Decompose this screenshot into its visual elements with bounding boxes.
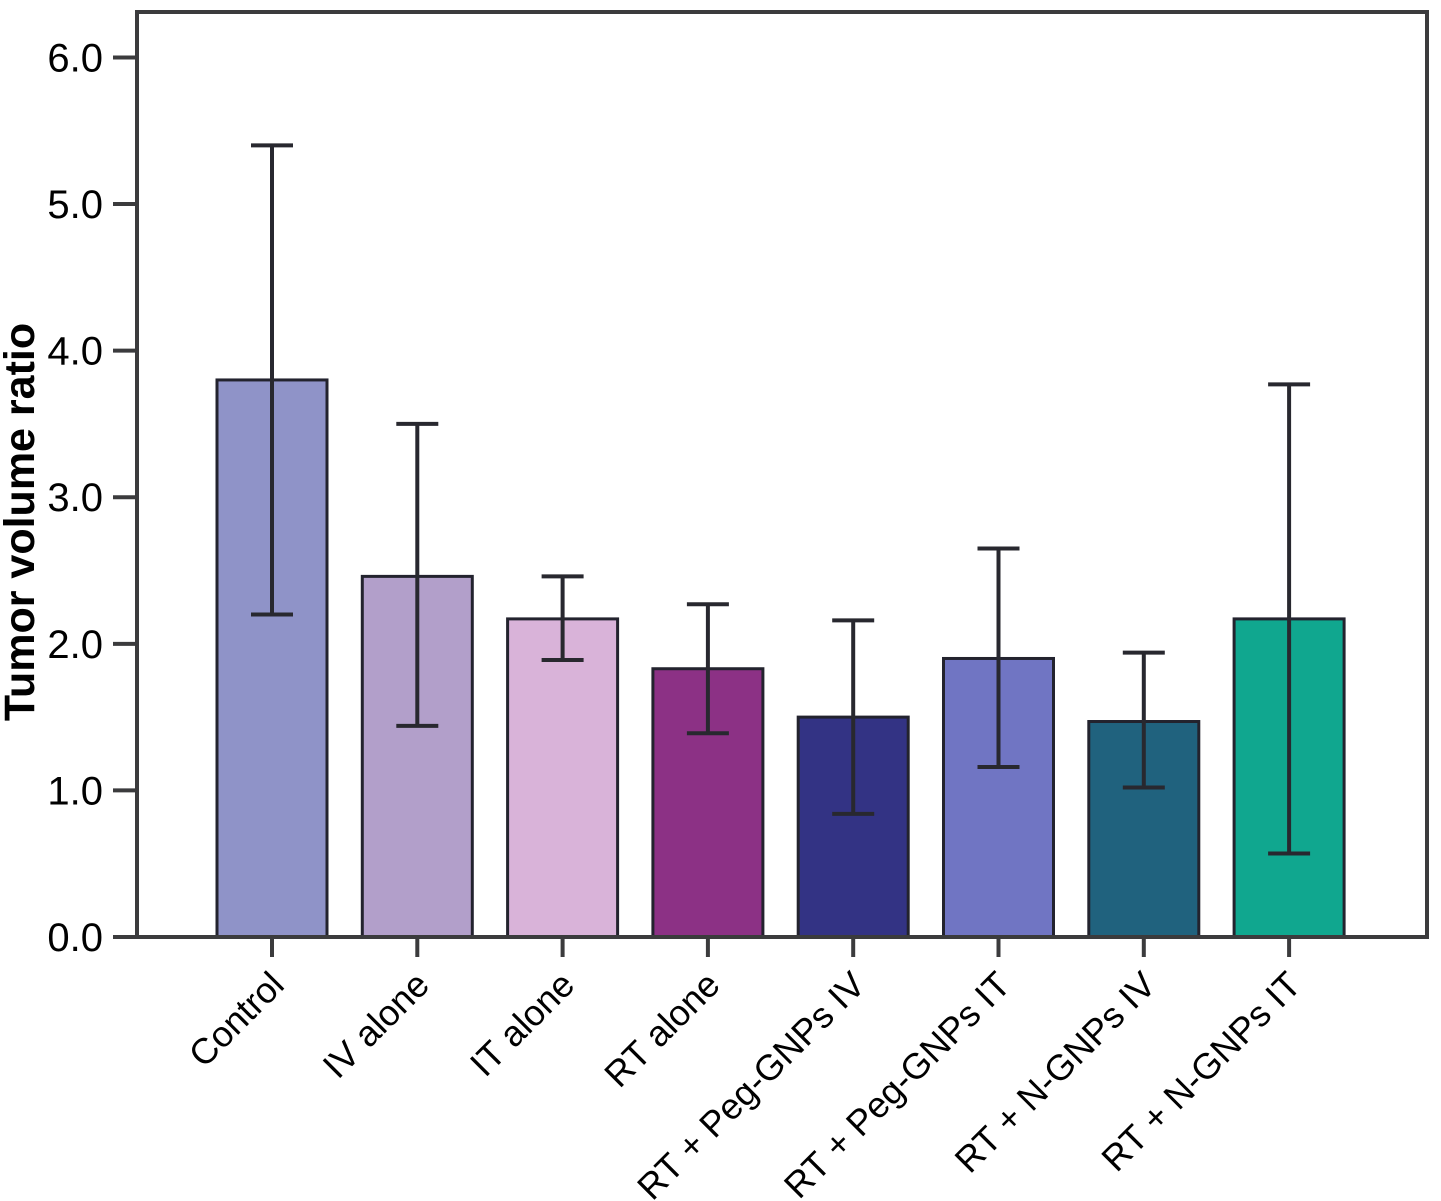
y-tick-label-1.0: 1.0 <box>47 769 103 813</box>
error-bar-rt-n-gnps-it <box>1268 382 1311 856</box>
y-tick-label-3.0: 3.0 <box>47 476 103 520</box>
error-bar-iv-alone <box>396 421 439 728</box>
y-tick-label-0.0: 0.0 <box>47 916 103 960</box>
error-bar-rt-n-gnps-iv <box>1122 650 1165 790</box>
bar-it-alone <box>506 617 620 939</box>
error-bar-control <box>251 143 293 617</box>
y-axis-title: Tumor volume ratio <box>0 323 44 721</box>
error-bar-it-alone <box>541 574 584 662</box>
y-tick-label-4.0: 4.0 <box>47 330 103 374</box>
y-tick-label-2.0: 2.0 <box>47 623 103 667</box>
y-tick-label-5.0: 5.0 <box>47 183 103 227</box>
plot-frame <box>135 10 1429 939</box>
error-bar-rt-peg-gnps-it <box>977 546 1020 769</box>
error-bar-rt-peg-gnps-iv <box>832 618 875 816</box>
y-tick-label-6.0: 6.0 <box>47 36 103 80</box>
error-bar-rt-alone <box>686 602 729 736</box>
